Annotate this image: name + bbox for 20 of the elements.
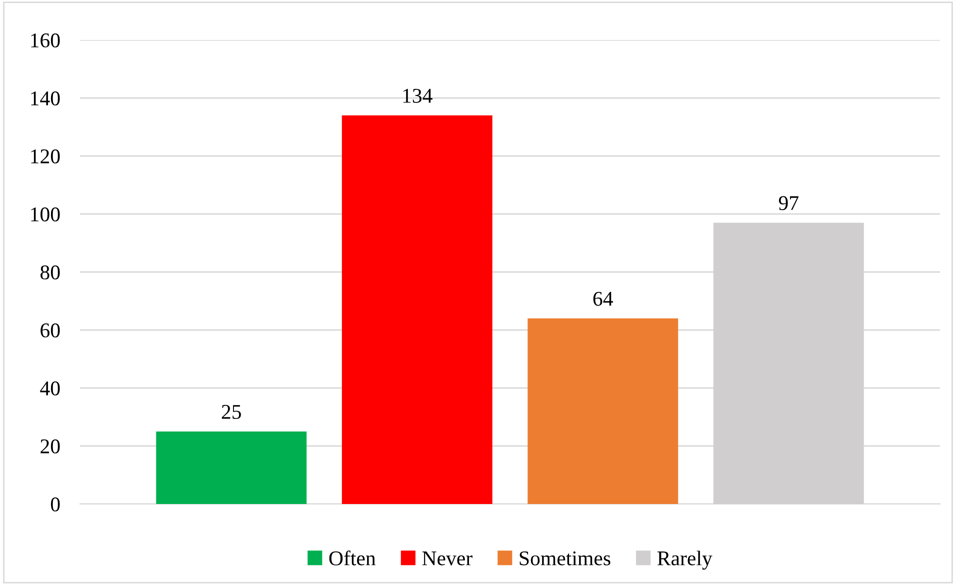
y-tick-label: 40 <box>40 381 60 396</box>
y-tick-label: 20 <box>40 439 60 454</box>
legend-label: Never <box>422 552 472 566</box>
bar <box>528 318 678 504</box>
y-tick-label: 140 <box>31 91 60 106</box>
y-tick-label: 60 <box>40 323 60 338</box>
legend-label: Sometimes <box>520 551 610 566</box>
bar <box>156 432 307 504</box>
legend-label: Often <box>329 550 376 566</box>
y-tick-label: 100 <box>31 207 60 222</box>
bar <box>342 115 492 504</box>
y-tick-label: 160 <box>31 33 60 48</box>
y-tick-label: 0 <box>50 497 60 512</box>
data-label: 97 <box>778 196 798 210</box>
y-tick-label: 80 <box>40 265 60 280</box>
data-label: 64 <box>593 292 613 306</box>
data-label: 25 <box>222 404 241 419</box>
y-tick-label: 120 <box>31 149 60 164</box>
data-label: 134 <box>403 88 432 103</box>
legend-label: Rarely <box>657 550 712 570</box>
